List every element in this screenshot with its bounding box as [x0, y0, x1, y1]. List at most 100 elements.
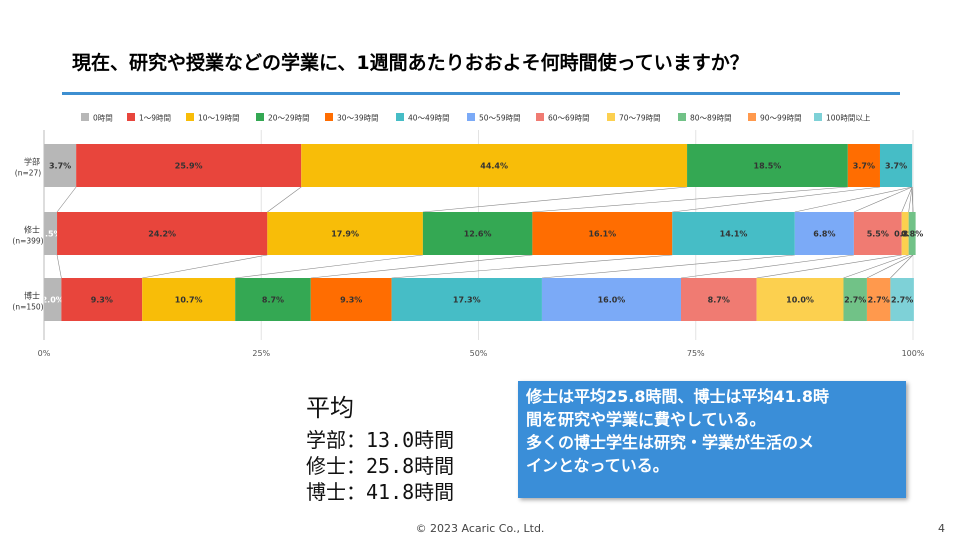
connector-line — [794, 186, 913, 213]
bar-segment — [301, 144, 688, 187]
bar-segment — [61, 278, 143, 321]
bar-segment — [142, 278, 236, 321]
bar-segment — [890, 278, 914, 321]
average-panel: 平均 学部：13.0時間 修士：25.8時間 博士：41.8時間 — [306, 388, 454, 505]
bar-segment — [532, 212, 673, 255]
data-label: 0.8% — [901, 230, 923, 239]
legend-swatch — [256, 113, 264, 121]
data-label: 3.7% — [885, 162, 907, 171]
average-title: 平均 — [306, 394, 354, 422]
data-label: 8.7% — [708, 296, 730, 305]
data-label: 25.9% — [175, 162, 203, 171]
data-label: 16.0% — [598, 296, 626, 305]
legend-swatch — [536, 113, 544, 121]
connector-line — [901, 186, 913, 213]
callout-line: インとなっている。 — [526, 456, 669, 475]
connector-line — [756, 254, 902, 279]
legend-swatch — [325, 113, 333, 121]
connector-line — [142, 254, 268, 279]
legend-swatch — [396, 113, 404, 121]
average-master: 修士：25.8時間 — [306, 454, 455, 478]
connector-line — [310, 254, 533, 279]
legend-swatch — [467, 113, 475, 121]
category-label: 博士 — [24, 291, 40, 301]
legend-swatch — [678, 113, 686, 121]
bar-segment — [866, 278, 891, 321]
x-tick-label: 50% — [470, 349, 488, 358]
bar-segment — [44, 278, 62, 321]
bar-segment — [908, 212, 916, 255]
data-label: 6.8% — [813, 230, 835, 239]
bar-segment — [879, 144, 913, 187]
x-tick-label: 0% — [38, 349, 51, 358]
legend-label: 0時間 — [93, 114, 113, 123]
connector-line — [422, 186, 688, 213]
bar-segment — [76, 144, 302, 187]
legend-label: 70〜79時間 — [619, 114, 661, 123]
average-undergrad: 学部：13.0時間 — [306, 428, 455, 452]
connector-line — [235, 254, 423, 279]
connector-line — [532, 186, 848, 213]
connector-line — [680, 254, 854, 279]
legend-label: 80〜89時間 — [690, 114, 732, 123]
data-label: 14.1% — [720, 230, 748, 239]
x-tick-label: 100% — [902, 349, 925, 358]
legend-label: 20〜29時間 — [268, 114, 310, 123]
data-label: 2.7% — [844, 296, 866, 305]
bar-segment — [901, 212, 909, 255]
bar-segment — [847, 144, 880, 187]
bar-segment — [235, 278, 311, 321]
connector-line — [843, 254, 909, 279]
category-sample-size: (n=27) — [15, 169, 42, 178]
data-label: 44.4% — [480, 162, 508, 171]
connector-line — [541, 254, 795, 279]
data-label: 0.8% — [894, 230, 916, 239]
bar-segment — [680, 278, 757, 321]
data-label: 9.3% — [91, 296, 113, 305]
connector-line — [853, 186, 913, 213]
data-label: 18.5% — [754, 162, 782, 171]
legend-label: 1〜9時間 — [139, 114, 171, 123]
category-label: 学部 — [24, 157, 40, 167]
legend-swatch — [607, 113, 615, 121]
bar-segment — [422, 212, 533, 255]
connector-line — [267, 186, 302, 213]
legend-swatch — [748, 113, 756, 121]
category-sample-size: (n=150) — [12, 303, 43, 312]
connector-line — [911, 186, 914, 213]
data-label: 1.5% — [39, 230, 61, 239]
data-label: 17.3% — [453, 296, 481, 305]
connector-line — [866, 254, 914, 279]
category-label: 修士 — [24, 225, 40, 235]
connector-line — [391, 254, 673, 279]
data-label: 2.7% — [868, 296, 890, 305]
bar-segment — [756, 278, 844, 321]
data-label: 3.7% — [49, 162, 71, 171]
connector-line — [56, 186, 77, 213]
legend-label: 30〜39時間 — [337, 114, 379, 123]
bar-segment — [44, 212, 58, 255]
connector-line — [56, 254, 62, 279]
title-underline — [62, 92, 900, 95]
legend-label: 90〜99時間 — [760, 114, 802, 123]
bar-segment — [310, 278, 392, 321]
bar-segment — [267, 212, 423, 255]
data-label: 2.0% — [42, 296, 64, 305]
bar-segment — [391, 278, 542, 321]
bar-segment — [57, 212, 268, 255]
x-tick-label: 75% — [687, 349, 705, 358]
data-label: 10.0% — [786, 296, 814, 305]
legend-swatch — [814, 113, 822, 121]
bar-segment — [794, 212, 854, 255]
data-label: 10.7% — [175, 296, 203, 305]
connector-line — [890, 254, 914, 279]
bar-segment — [843, 278, 867, 321]
legend-label: 40〜49時間 — [408, 114, 450, 123]
stacked-bar-chart: 0時間 1〜9時間 10〜19時間 20〜29時間 30〜39時間 40〜49時間 50〜5… — [12, 113, 925, 358]
data-label: 8.7% — [262, 296, 284, 305]
legend-swatch — [81, 113, 89, 121]
data-label: 5.5% — [867, 230, 889, 239]
bar-segment — [541, 278, 681, 321]
data-label: 3.7% — [853, 162, 875, 171]
summary-callout: 修士は平均25.8時間、博士は平均41.8時 間を研究や学業に費やしている。 多… — [518, 381, 906, 498]
